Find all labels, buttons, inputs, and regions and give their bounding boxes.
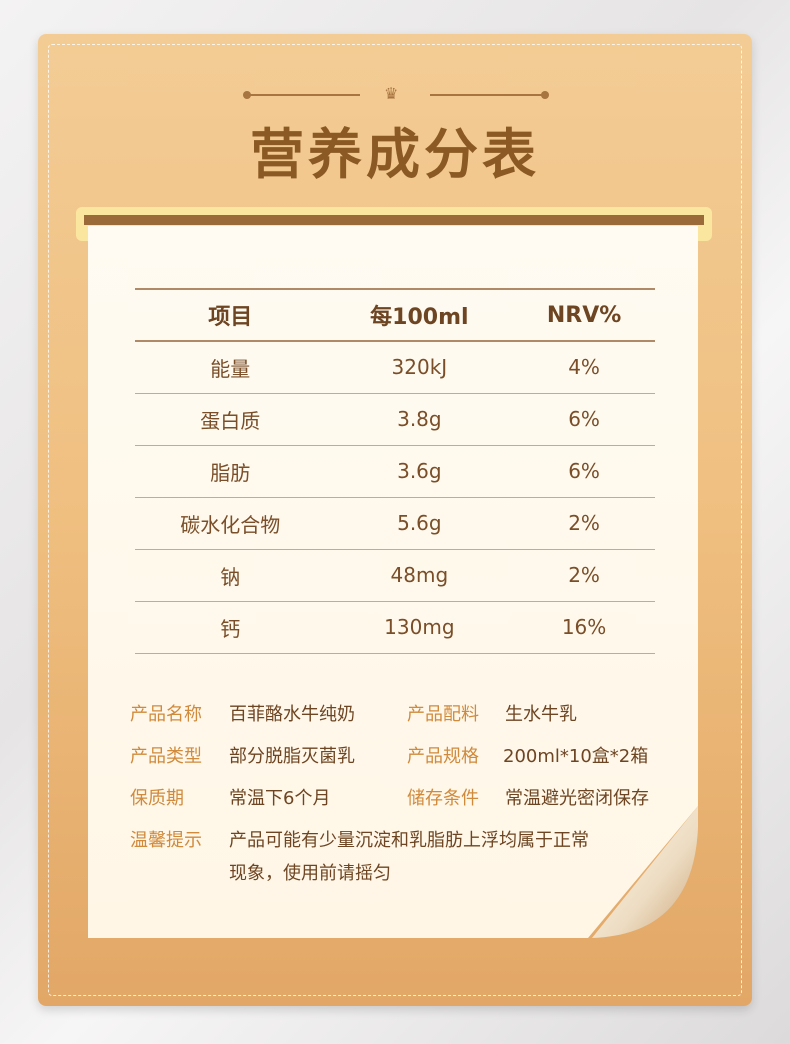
table-row: 钠 48mg 2% bbox=[135, 549, 655, 602]
amount-cell: 130mg bbox=[325, 601, 514, 654]
ingredients-label: 产品配料 bbox=[407, 704, 479, 725]
spec-value: 200ml*10盒*2箱 bbox=[503, 746, 649, 767]
item-cell: 能量 bbox=[135, 341, 326, 394]
table-row: 能量 320kJ 4% bbox=[135, 341, 655, 394]
nrv-cell: 4% bbox=[513, 341, 655, 394]
type-value: 部分脱脂灭菌乳 bbox=[229, 746, 355, 767]
deco-dot bbox=[243, 91, 251, 99]
tip-label: 温馨提示 bbox=[130, 830, 202, 851]
table-row: 碳水化合物 5.6g 2% bbox=[135, 497, 655, 550]
header-item: 项目 bbox=[135, 289, 326, 342]
tip-line1: 产品可能有少量沉淀和乳脂肪上浮均属于正常 bbox=[229, 830, 589, 851]
name-value: 百菲酪水牛纯奶 bbox=[229, 704, 355, 725]
item-cell: 碳水化合物 bbox=[135, 497, 326, 550]
crown-icon: ♛ bbox=[384, 84, 399, 103]
nrv-cell: 16% bbox=[513, 601, 655, 654]
deco-dot bbox=[541, 91, 549, 99]
item-cell: 蛋白质 bbox=[135, 393, 326, 446]
amount-cell: 3.6g bbox=[325, 445, 514, 498]
tip-line2: 现象，使用前请摇匀 bbox=[229, 863, 391, 884]
spec-label: 产品规格 bbox=[407, 746, 479, 767]
name-label: 产品名称 bbox=[130, 704, 202, 725]
type-label: 产品类型 bbox=[130, 746, 202, 767]
table-row: 蛋白质 3.8g 6% bbox=[135, 393, 655, 446]
amount-cell: 3.8g bbox=[325, 393, 514, 446]
deco-line bbox=[248, 94, 360, 96]
nrv-cell: 6% bbox=[513, 393, 655, 446]
item-cell: 钙 bbox=[135, 601, 326, 654]
item-cell: 钠 bbox=[135, 549, 326, 602]
nrv-cell: 2% bbox=[513, 497, 655, 550]
table-row: 脂肪 3.6g 6% bbox=[135, 445, 655, 498]
page-title: 营养成分表 bbox=[250, 123, 540, 186]
header-per100ml: 每100ml bbox=[325, 289, 514, 342]
shelf-value: 常温下6个月 bbox=[229, 788, 331, 809]
header-nrv: NRV% bbox=[513, 289, 655, 342]
storage-value: 常温避光密闭保存 bbox=[505, 788, 649, 809]
item-cell: 脂肪 bbox=[135, 445, 326, 498]
shelf-label: 保质期 bbox=[130, 788, 184, 809]
amount-cell: 320kJ bbox=[325, 341, 514, 394]
page-curl bbox=[592, 806, 698, 938]
table-row: 钙 130mg 16% bbox=[135, 601, 655, 654]
ingredients-value: 生水牛乳 bbox=[505, 704, 577, 725]
dashed-border bbox=[48, 44, 742, 996]
storage-label: 储存条件 bbox=[407, 788, 479, 809]
nrv-cell: 2% bbox=[513, 549, 655, 602]
nrv-cell: 6% bbox=[513, 445, 655, 498]
nutrition-table: 项目 每100ml NRV% 能量 320kJ 4% 蛋白质 3.8g 6% 脂肪 3.6g 6… bbox=[135, 288, 655, 654]
amount-cell: 48mg bbox=[325, 549, 514, 602]
deco-line bbox=[430, 94, 544, 96]
amount-cell: 5.6g bbox=[325, 497, 514, 550]
